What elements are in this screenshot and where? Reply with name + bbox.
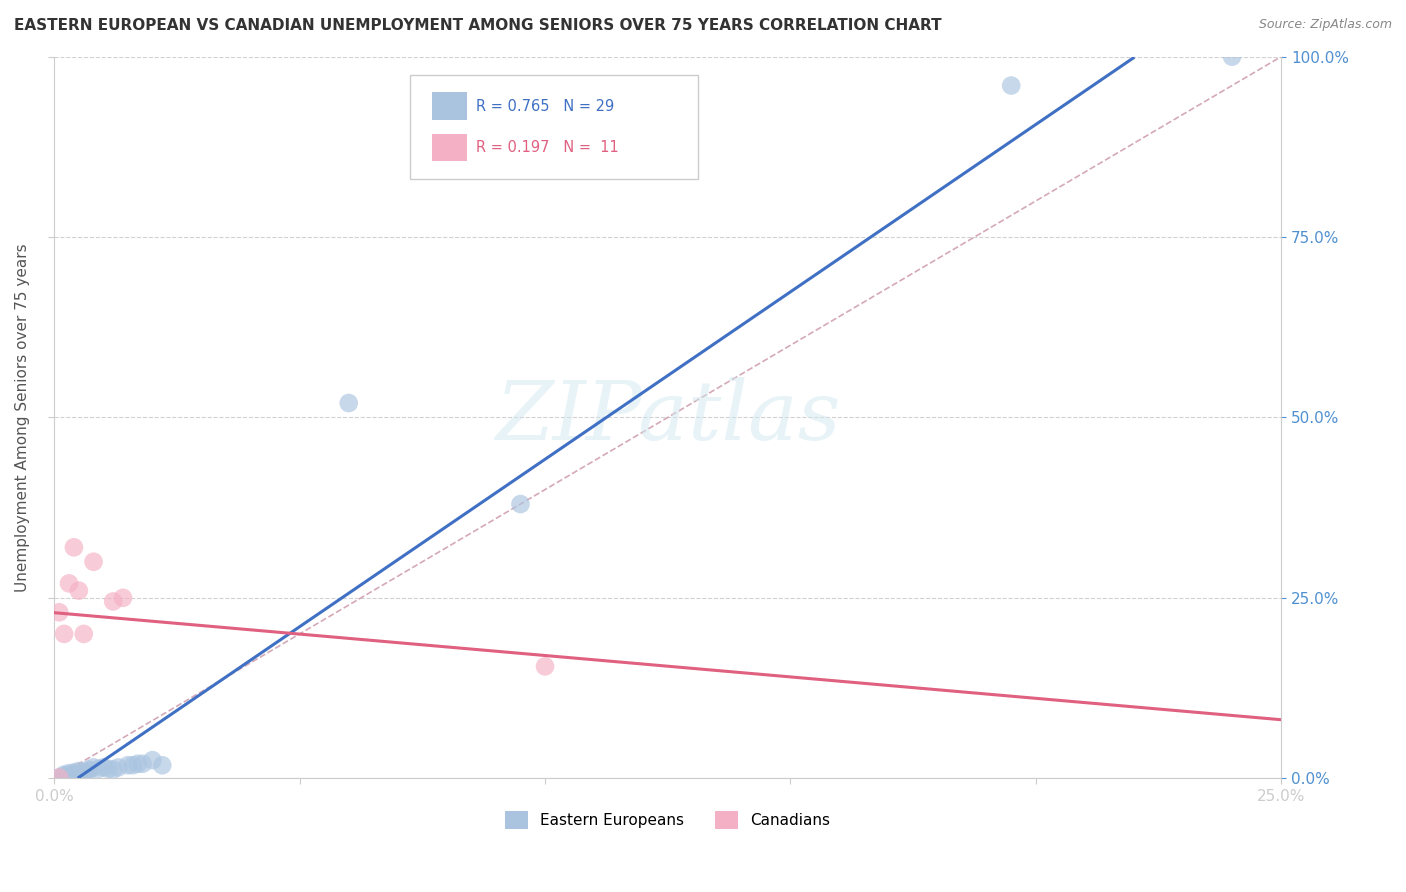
Point — [48, 771, 70, 785]
FancyBboxPatch shape — [411, 75, 699, 179]
Point — [83, 760, 105, 774]
Point — [127, 756, 149, 771]
Point — [107, 760, 129, 774]
Point — [77, 763, 100, 777]
Point — [73, 766, 96, 780]
Point — [63, 765, 86, 780]
Point — [83, 555, 105, 569]
Point — [141, 753, 163, 767]
Legend: Eastern Europeans, Canadians: Eastern Europeans, Canadians — [499, 805, 837, 836]
Point — [48, 605, 70, 619]
Text: EASTERN EUROPEAN VS CANADIAN UNEMPLOYMENT AMONG SENIORS OVER 75 YEARS CORRELATIO: EASTERN EUROPEAN VS CANADIAN UNEMPLOYMEN… — [14, 18, 942, 33]
Point — [53, 627, 76, 641]
Point — [58, 576, 80, 591]
Text: R = 0.197   N =  11: R = 0.197 N = 11 — [477, 140, 619, 155]
Point — [67, 767, 90, 781]
Point — [53, 769, 76, 783]
Point — [117, 758, 139, 772]
Point — [121, 758, 143, 772]
Point — [97, 762, 120, 776]
FancyBboxPatch shape — [432, 134, 467, 161]
Point — [48, 771, 70, 785]
Point — [58, 768, 80, 782]
Point — [63, 767, 86, 781]
Point — [111, 591, 134, 605]
Point — [1000, 78, 1022, 93]
Point — [73, 627, 96, 641]
Point — [67, 583, 90, 598]
Point — [67, 764, 90, 778]
Point — [534, 659, 557, 673]
Point — [103, 594, 125, 608]
Text: ZIPatlas: ZIPatlas — [495, 377, 841, 458]
FancyBboxPatch shape — [432, 93, 467, 120]
Y-axis label: Unemployment Among Seniors over 75 years: Unemployment Among Seniors over 75 years — [15, 244, 30, 591]
Point — [150, 758, 173, 772]
Point — [63, 541, 86, 555]
Point — [58, 766, 80, 780]
Point — [77, 764, 100, 778]
Point — [103, 763, 125, 777]
Point — [87, 762, 110, 776]
Point — [131, 756, 153, 771]
Text: R = 0.765   N = 29: R = 0.765 N = 29 — [477, 99, 614, 113]
Point — [509, 497, 531, 511]
Text: Source: ZipAtlas.com: Source: ZipAtlas.com — [1258, 18, 1392, 31]
Point — [1220, 50, 1243, 64]
Point — [73, 764, 96, 779]
Point — [53, 767, 76, 781]
Point — [337, 396, 360, 410]
Point — [93, 760, 115, 774]
